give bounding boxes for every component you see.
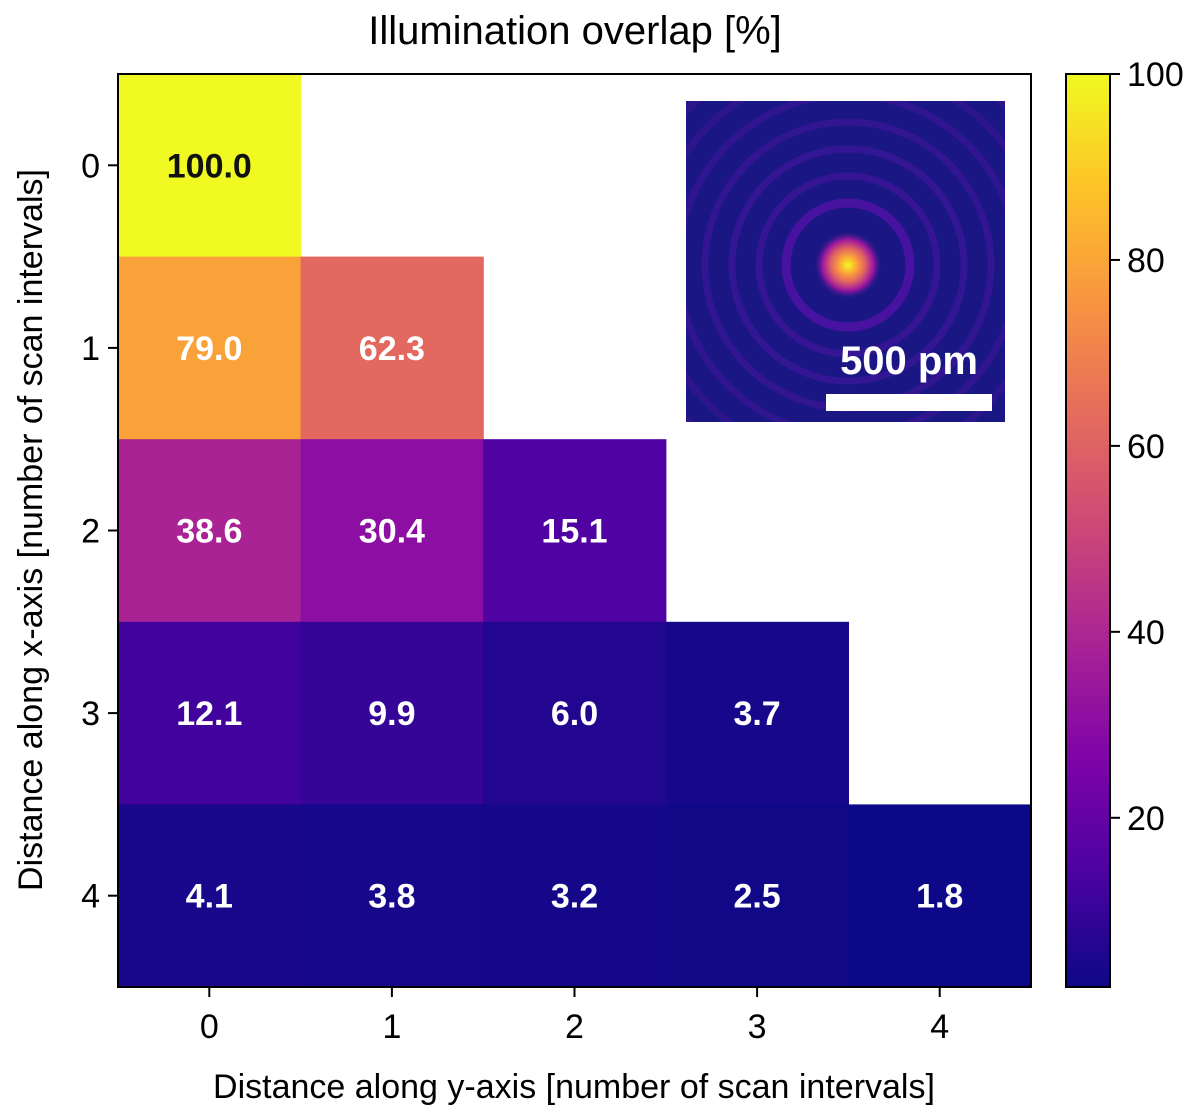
colorbar-gradient — [1065, 73, 1111, 988]
heatmap-cell-labels: 100.0 79.0 62.3 38.6 30.4 15.1 12.1 9.9 6.0 3.7 4.… — [167, 147, 964, 915]
colorbar-tick-label: 100 — [1127, 56, 1184, 94]
heatmap-cell-r3-c3 — [665, 621, 849, 805]
y-axis-ticks: 0 1 2 3 4 — [81, 147, 118, 916]
y-tick-label: 4 — [81, 878, 100, 916]
cell-value-label: 1.8 — [916, 878, 963, 916]
heatmap-cell-r2-c2 — [483, 439, 667, 623]
cell-value-label: 6.0 — [551, 695, 598, 733]
heatmap-cell-r4-c2 — [483, 804, 667, 988]
heatmap-cell-r2-c0 — [118, 439, 302, 623]
heatmap-cell-r2-c1 — [300, 439, 484, 623]
heatmap-cell-r4-c3 — [665, 804, 849, 988]
heatmap-cell-r1-c0 — [118, 256, 302, 440]
x-axis-label: Distance along y-axis [number of scan in… — [213, 1068, 935, 1106]
scale-bar — [826, 394, 992, 411]
heatmap-cells — [118, 74, 1032, 988]
y-tick-label: 1 — [81, 330, 100, 368]
colorbar-tick-label: 40 — [1127, 614, 1165, 652]
x-axis-ticks: 0 1 2 3 4 — [200, 987, 949, 1046]
heatmap-cell-r3-c2 — [483, 621, 667, 805]
probe-inset: 500 pm — [686, 101, 1005, 422]
cell-value-label: 79.0 — [176, 330, 242, 368]
y-tick-label: 2 — [81, 513, 100, 551]
cell-value-label: 3.2 — [551, 878, 598, 916]
cell-value-label: 2.5 — [733, 878, 780, 916]
colorbar: 20 40 60 80 100 — [1065, 56, 1184, 988]
probe-ring — [755, 172, 941, 358]
x-tick-label: 0 — [200, 1008, 219, 1046]
cell-value-label: 4.1 — [186, 878, 233, 916]
x-tick-label: 2 — [565, 1008, 584, 1046]
heatmap-cell-r3-c0 — [118, 621, 302, 805]
cell-value-label: 100.0 — [167, 147, 252, 185]
chart-title: Illumination overlap [%] — [368, 9, 782, 53]
colorbar-ticks: 20 40 60 80 100 — [1110, 56, 1184, 838]
cell-value-label: 3.8 — [368, 878, 415, 916]
cell-value-label: 30.4 — [359, 513, 425, 551]
x-tick-label: 1 — [382, 1008, 401, 1046]
heatmap-cell-r4-c4 — [848, 804, 1032, 988]
heatmap-cell-r4-c0 — [118, 804, 302, 988]
colorbar-tick-label: 20 — [1127, 800, 1165, 838]
colorbar-tick-label: 60 — [1127, 428, 1165, 466]
cell-value-label: 38.6 — [176, 513, 242, 551]
y-tick-label: 3 — [81, 695, 100, 733]
heatmap-cell-r0-c0 — [118, 74, 302, 258]
cell-value-label: 9.9 — [368, 695, 415, 733]
cell-value-label: 3.7 — [733, 695, 780, 733]
x-tick-label: 3 — [748, 1008, 767, 1046]
x-tick-label: 4 — [930, 1008, 949, 1046]
scale-bar-label: 500 pm — [840, 339, 978, 383]
probe-ring — [781, 198, 915, 332]
y-axis-label: Distance along x-axis [number of scan in… — [12, 169, 50, 891]
y-tick-label: 0 — [81, 147, 100, 185]
cell-value-label: 15.1 — [541, 513, 607, 551]
heatmap-cell-r1-c1 — [300, 256, 484, 440]
colorbar-tick-label: 80 — [1127, 242, 1165, 280]
probe-ring — [728, 145, 968, 385]
cell-value-label: 12.1 — [176, 695, 242, 733]
probe-central-spot — [814, 231, 882, 299]
heatmap-cell-r4-c1 — [300, 804, 484, 988]
cell-value-label: 62.3 — [359, 330, 425, 368]
heatmap-cell-r3-c1 — [300, 621, 484, 805]
